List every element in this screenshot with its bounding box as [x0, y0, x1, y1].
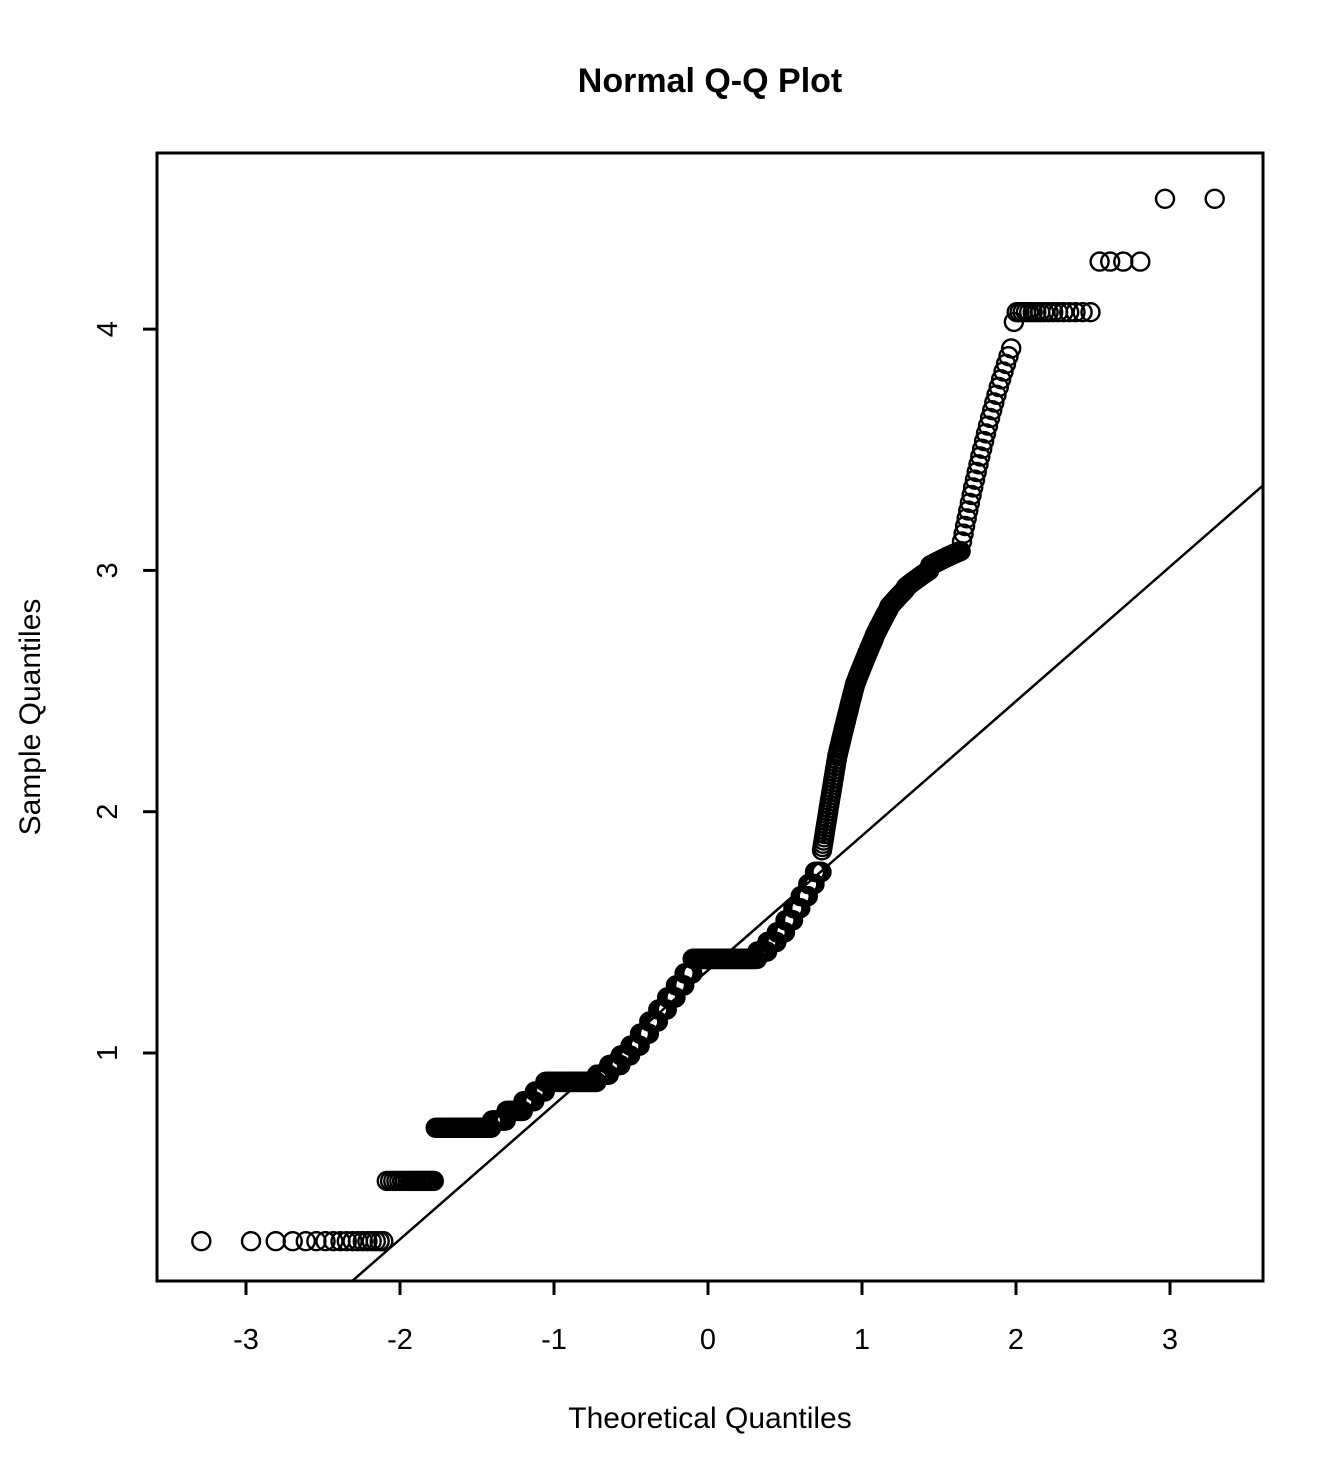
- qq-point: [336, 1230, 357, 1252]
- x-axis-label: Theoretical Quantiles: [568, 1402, 851, 1435]
- qq-point: [963, 477, 984, 498]
- chart-title: Normal Q-Q Plot: [578, 62, 842, 100]
- qq-point: [953, 523, 974, 544]
- x-tick-label: 2: [1008, 1324, 1024, 1356]
- x-axis-ticks: -3 -2 -1 0 1 2 3: [233, 1281, 1178, 1356]
- y-tick-label: 2: [92, 804, 124, 820]
- qq-point: [968, 454, 989, 475]
- x-tick-label: 1: [854, 1324, 870, 1356]
- qq-point: [1089, 251, 1110, 272]
- qq-point: [956, 508, 977, 529]
- qq-point: [423, 1170, 444, 1192]
- y-axis-label: Sample Quantiles: [14, 599, 47, 836]
- y-axis-ticks: 1 2 3 4: [92, 321, 157, 1061]
- qq-point: [1058, 302, 1080, 323]
- x-tick-label: 3: [1162, 1324, 1178, 1356]
- qq-point: [811, 861, 832, 883]
- qq-point: [964, 469, 986, 490]
- qq-point: [977, 415, 999, 436]
- qq-point: [1065, 302, 1086, 323]
- qq-point: [1154, 188, 1176, 210]
- qq-point: [373, 1230, 394, 1252]
- qq-point: [982, 400, 1003, 421]
- qq-point: [959, 492, 981, 514]
- qq-point: [1080, 302, 1101, 323]
- x-tick-label: -3: [233, 1324, 259, 1356]
- y-tick-label: 4: [92, 321, 124, 337]
- qq-points: [191, 188, 1225, 1252]
- qq-point: [970, 446, 991, 467]
- qq-point: [1042, 302, 1064, 323]
- x-tick-label: -1: [541, 1324, 567, 1356]
- qq-point: [961, 484, 982, 506]
- reference-line: [351, 484, 1264, 1282]
- qq-point: [975, 423, 997, 444]
- qq-point: [315, 1230, 336, 1252]
- qq-point: [979, 407, 1001, 429]
- qq-point: [797, 886, 818, 907]
- qq-point: [295, 1230, 316, 1252]
- qq-point: [972, 438, 993, 459]
- qq-point: [191, 1230, 212, 1252]
- qq-point: [265, 1230, 286, 1252]
- qq-point: [804, 873, 825, 895]
- y-tick-label: 1: [92, 1045, 124, 1061]
- qq-point: [282, 1230, 303, 1252]
- qq-point: [240, 1230, 262, 1252]
- qq-point: [951, 531, 973, 552]
- qq-point: [1072, 302, 1093, 323]
- qq-point: [1001, 338, 1022, 359]
- y-tick-label: 3: [92, 562, 124, 578]
- qq-point: [966, 461, 987, 483]
- qq-point: [1099, 251, 1121, 272]
- qq-point: [954, 515, 976, 537]
- plot-border: [155, 151, 1265, 1283]
- x-tick-label: -2: [387, 1324, 413, 1356]
- qq-point: [1204, 188, 1225, 210]
- qq-point: [1130, 251, 1151, 272]
- qq-point: [958, 500, 979, 521]
- qq-point: [1113, 251, 1134, 272]
- qq-point: [323, 1230, 344, 1252]
- x-tick-label: 0: [700, 1324, 716, 1356]
- qq-point: [973, 430, 995, 452]
